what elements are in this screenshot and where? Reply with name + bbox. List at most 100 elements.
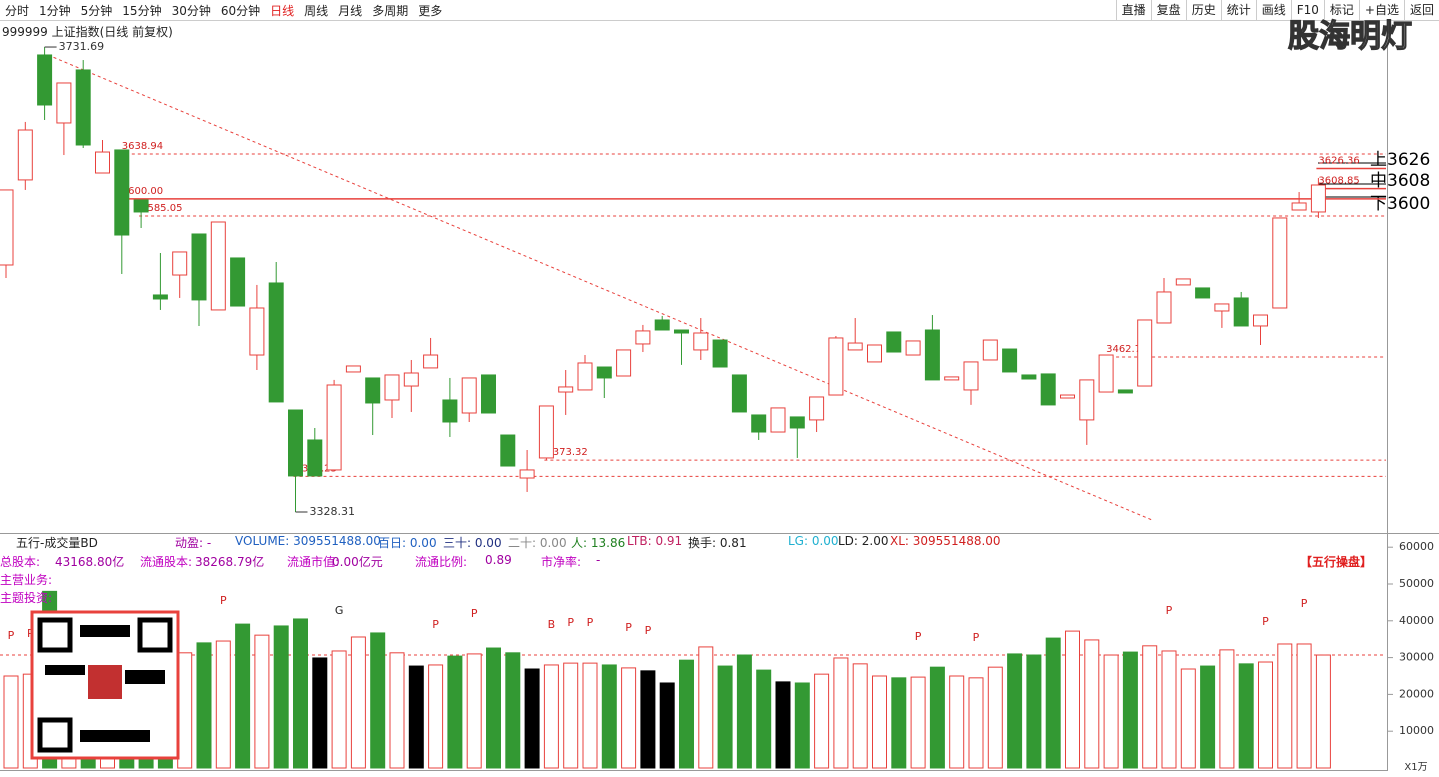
y-tick-label: 50000 xyxy=(1399,577,1434,590)
candle-body xyxy=(423,354,439,369)
volume-bar xyxy=(929,666,945,769)
volume-bar xyxy=(794,682,810,769)
period-button[interactable]: 15分钟 xyxy=(122,3,162,18)
tool-button[interactable]: 直播 xyxy=(1115,0,1151,20)
info-value: - xyxy=(596,553,601,567)
candle-body xyxy=(963,361,979,391)
signal-label: P xyxy=(625,621,632,634)
volume-bar xyxy=(621,667,637,769)
period-button[interactable]: 更多 xyxy=(418,3,443,18)
period-button[interactable]: 5分钟 xyxy=(80,3,113,18)
low-label: 3328.31 xyxy=(310,505,356,518)
band-label: 下3600 xyxy=(1370,194,1430,214)
candle-body xyxy=(500,434,516,467)
tool-button[interactable]: 复盘 xyxy=(1150,0,1186,20)
volume-bar xyxy=(698,646,714,769)
tool-button[interactable]: +自选 xyxy=(1358,0,1404,20)
y-tick-label: 20000 xyxy=(1399,687,1434,700)
tool-button[interactable]: 历史 xyxy=(1185,0,1221,20)
tool-button[interactable]: 画线 xyxy=(1255,0,1291,20)
candle-body xyxy=(751,414,767,433)
candle-body xyxy=(519,469,535,479)
indicator-item: VOLUME: 309551488.00 xyxy=(235,534,381,548)
tool-button[interactable]: 标记 xyxy=(1323,0,1359,20)
volume-bar xyxy=(524,668,540,769)
info-line: 主题投资: xyxy=(0,591,53,605)
period-button[interactable]: 60分钟 xyxy=(220,3,261,18)
candle-body xyxy=(654,319,670,331)
candle-body xyxy=(307,439,323,477)
volume-bar xyxy=(1258,661,1273,769)
volume-bar xyxy=(640,670,656,769)
indicator-item: 二十: 0.00 xyxy=(508,536,567,550)
period-button[interactable]: 周线 xyxy=(304,3,329,18)
level-label: 3600.00 xyxy=(122,186,163,197)
candle-body xyxy=(1253,314,1268,327)
period-button[interactable]: 日线 xyxy=(270,3,295,18)
volume-bar xyxy=(582,662,598,769)
period-button[interactable]: 分时 xyxy=(5,3,30,18)
volume-bar xyxy=(273,625,289,769)
volume-bar xyxy=(1122,651,1138,769)
signal-label: P xyxy=(587,616,594,629)
volume-bar xyxy=(1219,649,1235,769)
candle-body xyxy=(674,329,689,334)
signal-label: P xyxy=(8,629,15,642)
volume-bar xyxy=(215,640,231,769)
level-label: 3626.36 xyxy=(1318,155,1359,166)
qr-code xyxy=(30,610,180,760)
candle-body xyxy=(1040,373,1056,406)
candle-body xyxy=(37,54,53,106)
period-button[interactable]: 多周期 xyxy=(372,3,409,18)
signal-label: G xyxy=(335,604,344,617)
period-button[interactable]: 1分钟 xyxy=(39,3,71,18)
volume-bar xyxy=(891,677,907,769)
candle-body xyxy=(230,257,246,307)
volume-bar xyxy=(1200,665,1216,769)
indicator-item: 人: 13.86 xyxy=(571,536,626,550)
y-tick-label: 30000 xyxy=(1399,651,1434,664)
volume-bar xyxy=(466,653,482,769)
candle-body xyxy=(867,344,882,363)
candle-body xyxy=(1098,354,1114,393)
candle-body xyxy=(558,386,574,393)
candle-body xyxy=(596,366,612,379)
period-button[interactable]: 30分钟 xyxy=(171,3,211,18)
volume-bar xyxy=(447,655,463,769)
candle-body xyxy=(1137,319,1153,387)
signal-label: P xyxy=(973,631,980,644)
signal-label: P xyxy=(915,630,922,643)
indicator-item: 三十: 0.00 xyxy=(443,536,502,550)
tool-button[interactable]: 统计 xyxy=(1220,0,1256,20)
candle-body xyxy=(731,374,747,413)
volume-bar xyxy=(1180,668,1196,769)
candle-body xyxy=(17,129,33,181)
volume-bar xyxy=(1296,643,1312,769)
tool-button[interactable]: F10 xyxy=(1290,0,1324,20)
candle-body xyxy=(172,251,188,276)
period-button[interactable]: 月线 xyxy=(338,3,363,18)
indicator-item: 换手: 0.81 xyxy=(688,536,747,550)
candle-body xyxy=(461,377,477,414)
signal-label: P xyxy=(1262,615,1269,628)
volume-bar xyxy=(1238,663,1254,769)
info-value: 38268.79亿 xyxy=(195,555,265,569)
volume-bar xyxy=(601,664,617,769)
candle-body xyxy=(577,362,593,391)
candle-body xyxy=(944,376,960,381)
volume-bar xyxy=(543,664,559,769)
candle-body xyxy=(828,337,844,396)
candle-body xyxy=(1310,184,1326,213)
period-bar: 分时 1分钟 5分钟 15分钟 30分钟 60分钟 日线 周线 月线 多周期 更多 xyxy=(0,0,447,20)
candle-body xyxy=(326,384,342,471)
indicator-item: LTB: 0.91 xyxy=(627,534,683,548)
info-label: 流通比例: xyxy=(415,555,468,569)
candle-body xyxy=(75,69,91,146)
y-unit: X1万 xyxy=(1404,762,1427,773)
volume-bar xyxy=(1277,643,1293,769)
candle-body xyxy=(924,329,940,381)
candle-body xyxy=(693,332,709,351)
candle-body xyxy=(268,282,284,403)
tool-button[interactable]: 返回 xyxy=(1403,0,1439,20)
